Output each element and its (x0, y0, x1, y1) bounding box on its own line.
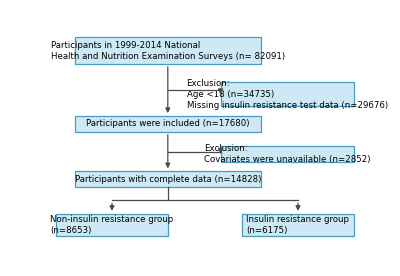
FancyBboxPatch shape (56, 214, 168, 236)
FancyBboxPatch shape (75, 116, 261, 132)
Text: Insulin resistance group
(n=6175): Insulin resistance group (n=6175) (246, 215, 350, 235)
FancyBboxPatch shape (75, 37, 261, 64)
Text: Exclusion:
Covariates were unavailable (n=2852): Exclusion: Covariates were unavailable (… (204, 144, 370, 164)
FancyBboxPatch shape (220, 82, 354, 107)
FancyBboxPatch shape (220, 146, 354, 162)
Text: Participants in 1999-2014 National
Health and Nutrition Examination Surveys (n= : Participants in 1999-2014 National Healt… (51, 41, 285, 61)
Text: Participants with complete data (n=14828): Participants with complete data (n=14828… (75, 175, 261, 184)
Text: Non-insulin resistance group
(n=8653): Non-insulin resistance group (n=8653) (50, 215, 174, 235)
FancyBboxPatch shape (75, 171, 261, 187)
Text: Exclusion:
Age <18 (n=34735)
Missing insulin resistance test data (n=29676): Exclusion: Age <18 (n=34735) Missing ins… (186, 79, 388, 110)
Text: Participants were included (n=17680): Participants were included (n=17680) (86, 120, 250, 128)
FancyBboxPatch shape (242, 214, 354, 236)
